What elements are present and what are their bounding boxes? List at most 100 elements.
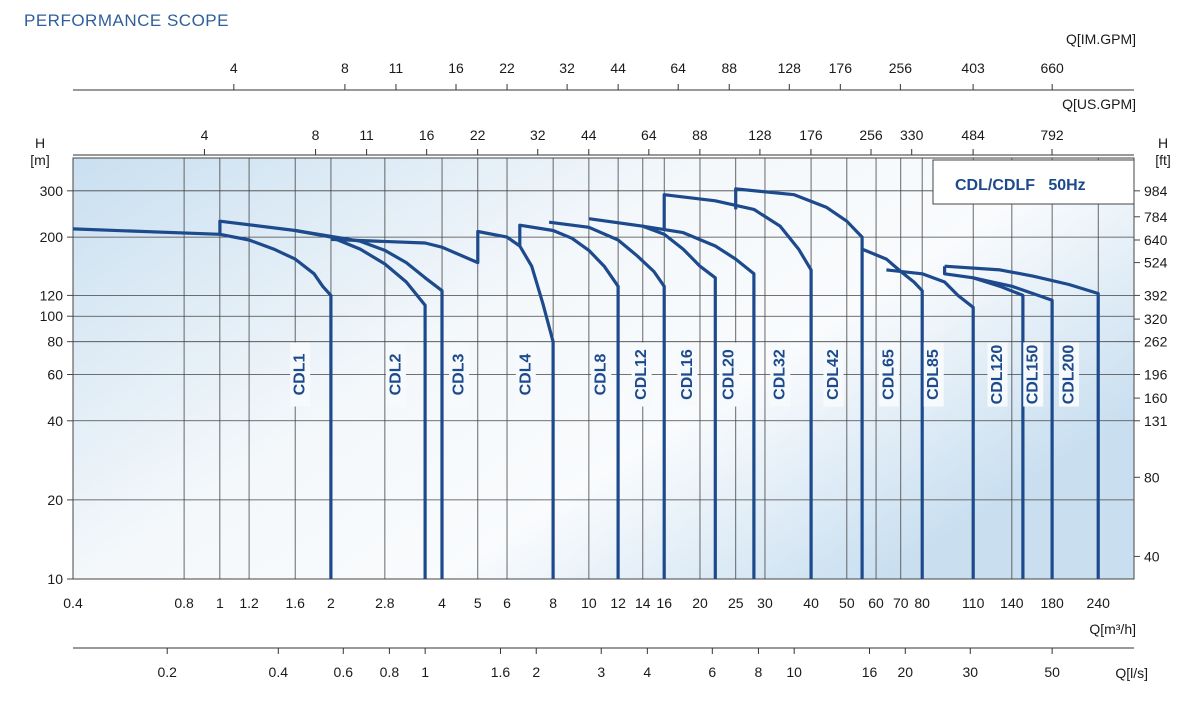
y-tick-label-m: 300 — [40, 183, 64, 199]
model-label-cdl4: CDL4 — [517, 354, 534, 396]
im-gpm-tick-label: 256 — [889, 60, 913, 76]
im-gpm-tick-label: 403 — [961, 60, 985, 76]
curve-cdl1 — [72, 227, 333, 579]
y-tick-label-m: 20 — [47, 492, 63, 508]
y-tick-label-ft: 784 — [1144, 209, 1168, 225]
ls-tick-label: 1.6 — [491, 664, 511, 680]
model-label-bg — [591, 342, 612, 407]
x-tick-label: 0.8 — [174, 595, 194, 611]
us-gpm-label: Q[US.GPM] — [1062, 96, 1136, 112]
y-tick-label-ft: 262 — [1144, 334, 1168, 350]
x-tick-label: 60 — [868, 595, 884, 611]
ls-tick-label: 0.8 — [380, 664, 400, 680]
x-tick-label: 5 — [474, 595, 482, 611]
x-tick-label: 2.8 — [375, 595, 395, 611]
im-gpm-tick-label: 4 — [230, 60, 238, 76]
x-tick-label: 70 — [893, 595, 909, 611]
us-gpm-tick-label: 176 — [799, 127, 823, 143]
im-gpm-tick-label: 176 — [829, 60, 853, 76]
x-tick-label: 140 — [1000, 595, 1024, 611]
ls-tick-label: 0.6 — [334, 664, 354, 680]
x-tick-label: 50 — [839, 595, 855, 611]
curve-cdl4 — [330, 229, 555, 579]
curve-cdl32 — [662, 193, 813, 579]
axes: 0.4 0.8 1 1.2 1.6 2 2.8 4 5 6 8 10 12 14 16 20 25 30 40 50 6… — [40, 60, 1168, 680]
x-axis-label: Q[m³/h] — [1089, 621, 1136, 637]
x-tick-label: 14 — [635, 595, 651, 611]
x-tick-label: 8 — [549, 595, 557, 611]
model-label-cdl3: CDL3 — [451, 354, 468, 396]
us-gpm-tick-label: 16 — [419, 127, 435, 143]
model-label-bg — [1059, 342, 1080, 407]
ls-tick-label: 10 — [786, 664, 802, 680]
us-gpm-tick-label: 792 — [1040, 127, 1064, 143]
y-tick-label-ft: 160 — [1144, 390, 1168, 406]
model-label-cdl200: CDL200 — [1061, 345, 1078, 405]
ls-tick-label: 0.2 — [157, 664, 177, 680]
us-gpm-tick-label: 64 — [641, 127, 657, 143]
y-tick-label-ft: 640 — [1144, 232, 1168, 248]
ls-tick-label: 8 — [755, 664, 763, 680]
ls-tick-label: 2 — [532, 664, 540, 680]
model-label-cdl1: CDL1 — [292, 354, 309, 396]
model-labels: CDL1 CDL2 CDL3 CDL4 CDL8 CDL12 CDL16 CDL20 CDL32… — [290, 342, 1080, 407]
x-tick-label: 1 — [216, 595, 224, 611]
model-label-bg — [677, 342, 698, 407]
curve-cdl65 — [861, 247, 924, 579]
x-tick-label: 10 — [581, 595, 597, 611]
model-label-bg — [823, 342, 844, 407]
us-gpm-tick-label: 484 — [961, 127, 985, 143]
model-label-bg — [987, 342, 1008, 407]
x-tick-label: 20 — [692, 595, 708, 611]
y-tick-label-ft: 320 — [1144, 311, 1168, 327]
us-gpm-tick-label: 8 — [312, 127, 320, 143]
ls-tick-label: 6 — [708, 664, 716, 680]
model-label-cdl8: CDL8 — [593, 354, 610, 396]
im-gpm-tick-label: 11 — [389, 60, 404, 76]
im-gpm-tick-label: 88 — [721, 60, 737, 76]
x-tick-label: 1.6 — [285, 595, 305, 611]
y-tick-label-ft: 392 — [1144, 287, 1168, 303]
model-label-cdl150: CDL150 — [1025, 345, 1042, 405]
ls-tick-label: 4 — [643, 664, 651, 680]
ls-tick-label: 1 — [421, 664, 429, 680]
us-gpm-tick-label: 88 — [692, 127, 708, 143]
model-label-cdl42: CDL42 — [825, 349, 842, 400]
x-tick-label: 1.2 — [239, 595, 259, 611]
legend-box — [932, 159, 1135, 205]
im-gpm-label: Q[IM.GPM] — [1066, 31, 1136, 47]
x-tick-label: 110 — [962, 595, 985, 611]
model-label-bg — [631, 342, 652, 407]
legend: CDL/CDLF 50Hz — [932, 159, 1135, 205]
ls-tick-label: 16 — [862, 664, 878, 680]
model-label-bg — [770, 342, 791, 407]
im-gpm-tick-label: 44 — [610, 60, 626, 76]
x-tick-label: 180 — [1040, 595, 1064, 611]
model-label-cdl12: CDL12 — [633, 349, 650, 400]
curve-cdl20 — [642, 224, 756, 579]
im-gpm-tick-label: 8 — [341, 60, 349, 76]
curve-cdl200 — [944, 264, 1100, 579]
x-tick-label: 40 — [803, 595, 819, 611]
x-tick-label: 25 — [728, 595, 744, 611]
y-tick-label-ft: 196 — [1144, 367, 1168, 383]
model-label-bg — [1023, 342, 1044, 407]
model-label-cdl2: CDL2 — [387, 354, 404, 396]
x-tick-label: 12 — [610, 595, 626, 611]
x-tick-label: 16 — [656, 595, 672, 611]
us-gpm-tick-label: 330 — [900, 127, 924, 143]
im-gpm-tick-label: 128 — [778, 60, 802, 76]
us-gpm-tick-label: 256 — [859, 127, 883, 143]
curve-cdl8 — [518, 223, 620, 579]
x-tick-label: 2 — [327, 595, 335, 611]
im-gpm-tick-label: 32 — [559, 60, 575, 76]
y-tick-label-m: 100 — [40, 308, 64, 324]
x-tick-label: 30 — [757, 595, 773, 611]
us-gpm-tick-label: 22 — [470, 127, 486, 143]
im-gpm-tick-label: 64 — [670, 60, 686, 76]
y-tick-label-m: 120 — [40, 287, 64, 303]
y-tick-label-m: 200 — [40, 229, 64, 245]
y-tick-label-ft: 984 — [1144, 183, 1168, 199]
ls-tick-label: 50 — [1044, 664, 1060, 680]
